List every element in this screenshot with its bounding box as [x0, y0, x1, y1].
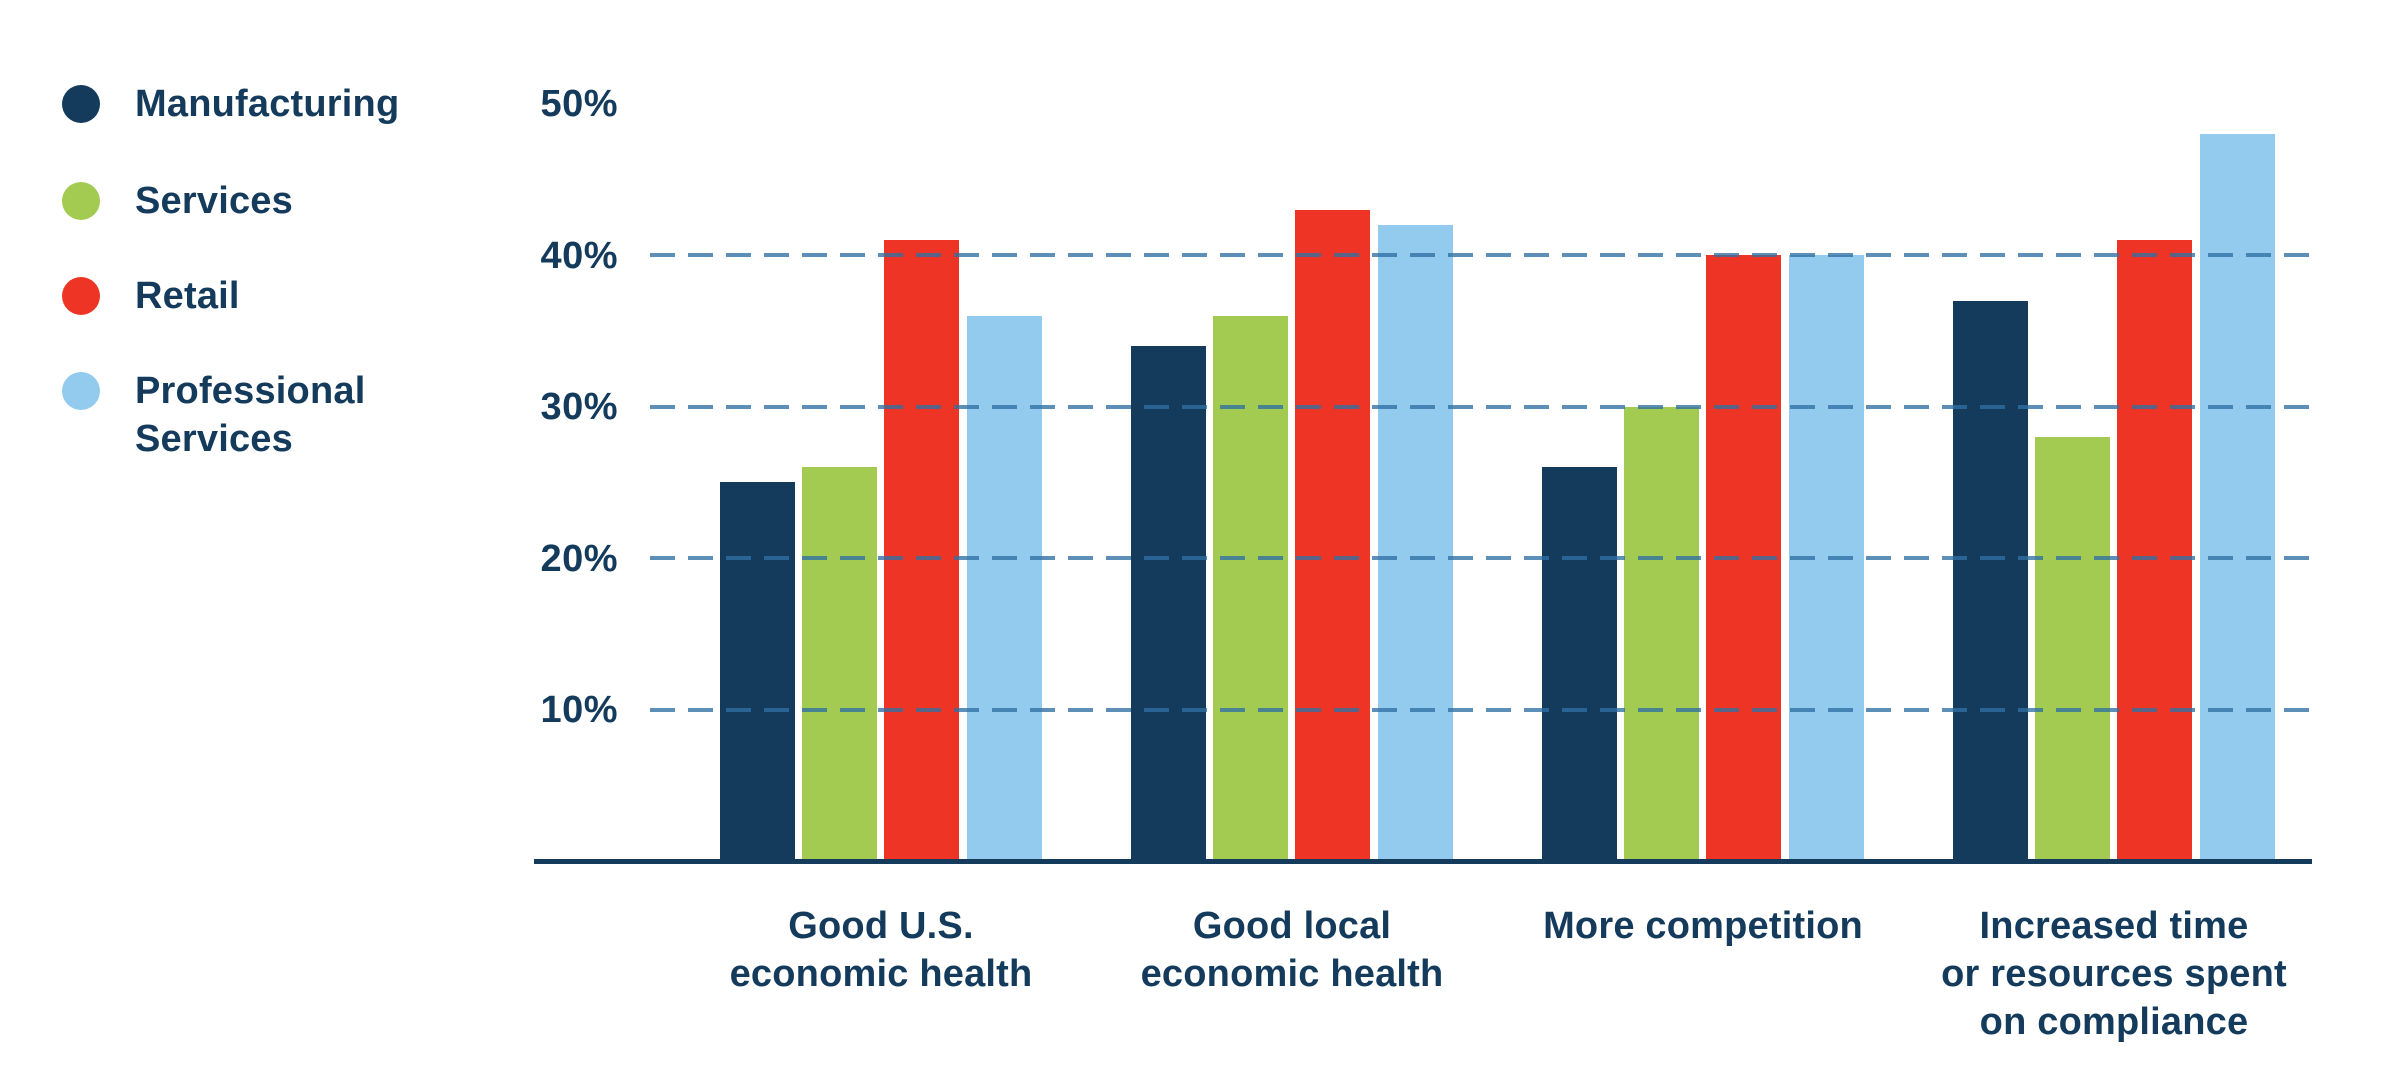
y-tick-20: 20%	[540, 537, 618, 580]
y-tick-40: 40%	[540, 234, 618, 277]
legend-label-services: Services	[135, 180, 293, 222]
bar-manufacturing-good-u-s-economic-health	[720, 482, 795, 861]
legend-label-professional-services: Professional Services	[135, 370, 366, 460]
y-tick-50: 50%	[540, 83, 618, 125]
bar-manufacturing-good-local-economic-health	[1131, 346, 1206, 861]
bar-manufacturing-more-competition	[1542, 467, 1617, 861]
bar-services-good-u-s-economic-health	[802, 467, 877, 861]
gridline-30	[650, 405, 2312, 409]
bar-retail-good-u-s-economic-health	[884, 240, 959, 861]
x-axis-line	[534, 859, 2312, 864]
legend-swatch-manufacturing-icon	[62, 85, 100, 123]
bar-services-increased-time-or-resources-spent-on-compliance	[2035, 437, 2110, 861]
category-label-good-us-economic-health: Good U.S. economic health	[661, 902, 1101, 998]
bar-retail-good-local-economic-health	[1295, 210, 1370, 861]
legend-label-manufacturing: Manufacturing	[135, 83, 400, 125]
legend-swatch-professional-services-icon	[62, 372, 100, 410]
category-label-line: Increased time	[1979, 905, 2249, 947]
legend-swatch-retail-icon	[62, 277, 100, 315]
category-label-line: economic health	[1140, 953, 1444, 995]
category-label-line: economic health	[729, 953, 1033, 995]
category-label-line: Good U.S.	[788, 905, 974, 947]
bar-professional-services-good-u-s-economic-health	[967, 316, 1042, 861]
category-label-line: or resources spent	[1941, 953, 2287, 995]
y-tick-30: 30%	[540, 386, 618, 428]
y-tick-10: 10%	[540, 689, 618, 731]
category-label-line: Good local	[1192, 905, 1392, 947]
legend-label-retail: Retail	[135, 275, 240, 317]
gridline-10	[650, 708, 2312, 712]
bar-manufacturing-increased-time-or-resources-spent-on-compliance	[1953, 301, 2028, 861]
gridline-40	[650, 253, 2312, 257]
bar-services-good-local-economic-health	[1213, 316, 1288, 861]
category-label-increased-time-or-resources-spent-on-compliance: Increased time or resources spent on com…	[1894, 902, 2334, 1046]
category-label-more-competition: More competition	[1483, 902, 1923, 950]
bar-retail-increased-time-or-resources-spent-on-compliance	[2117, 240, 2192, 861]
category-label-good-local-economic-health: Good local economic health	[1072, 902, 1512, 998]
category-label-line: More competition	[1543, 905, 1863, 947]
bar-professional-services-good-local-economic-health	[1378, 225, 1453, 861]
gridline-20	[650, 556, 2312, 560]
bar-professional-services-increased-time-or-resources-spent-on-compliance	[2200, 134, 2275, 861]
bar-services-more-competition	[1624, 407, 1699, 861]
category-label-line: on compliance	[1979, 1001, 2249, 1043]
legend-swatch-services-icon	[62, 182, 100, 220]
